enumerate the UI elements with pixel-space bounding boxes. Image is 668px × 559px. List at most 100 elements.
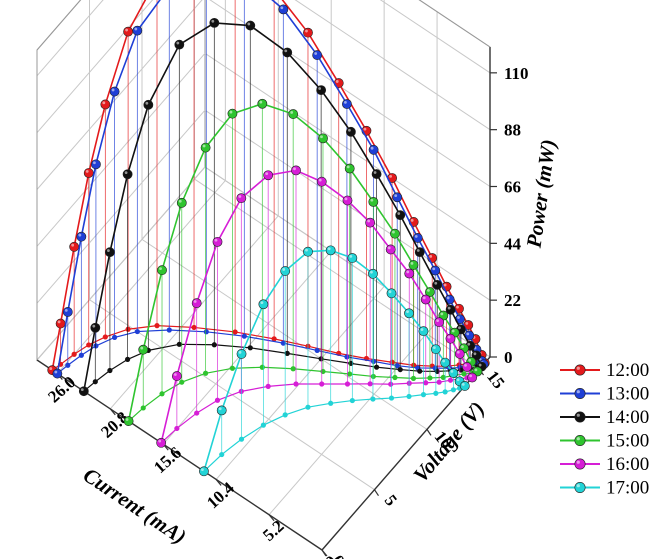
power-point-highlight	[387, 246, 391, 250]
power-point-highlight	[348, 128, 351, 132]
power-point-highlight	[434, 281, 438, 285]
power-point-highlight	[85, 169, 89, 173]
power-point-highlight	[320, 135, 323, 139]
power-point-highlight	[456, 378, 460, 382]
power-point	[282, 47, 293, 58]
power-point-highlight	[370, 146, 374, 150]
power-point	[448, 368, 459, 378]
power-point-highlight	[458, 326, 461, 330]
legend-label: 12:00	[606, 360, 649, 381]
power-point	[91, 159, 101, 170]
power-point-highlight	[456, 305, 459, 309]
power-point	[344, 163, 355, 174]
x-tick-label: 5.2	[259, 516, 288, 544]
power-point-highlight	[373, 171, 377, 174]
power-point	[245, 20, 256, 31]
power-point-highlight	[465, 321, 469, 325]
power-point-highlight	[442, 359, 446, 363]
power-point	[156, 437, 167, 448]
power-point-highlight	[259, 100, 263, 104]
top-edge	[418, 0, 491, 48]
grid-line	[379, 0, 491, 74]
power-point-highlight	[461, 345, 464, 349]
power-point	[368, 196, 379, 207]
y-tick-label: 0	[328, 551, 348, 559]
z-tick-label: 44	[504, 234, 522, 253]
grid-line	[141, 238, 428, 430]
power-point-highlight	[427, 288, 430, 292]
y-tick-mark	[426, 429, 432, 436]
power-point-highlight	[474, 368, 478, 372]
power-point-highlight	[265, 172, 269, 176]
power-point-highlight	[54, 370, 58, 374]
power-point-highlight	[284, 49, 288, 53]
power-point-highlight	[247, 22, 251, 26]
power-point-highlight	[314, 52, 318, 55]
power-point-highlight	[111, 88, 115, 92]
power-point	[257, 98, 268, 109]
power-point-highlight	[410, 218, 414, 222]
power-point-highlight	[420, 328, 424, 331]
power-point-highlight	[469, 374, 473, 378]
legend-item: 14:00	[560, 407, 649, 428]
power-point-highlight	[416, 249, 420, 252]
legend-label: 17:00	[606, 478, 649, 499]
power-point	[420, 294, 431, 305]
z-tick-label: 22	[504, 291, 521, 310]
power-point	[418, 326, 429, 337]
legend-marker	[574, 481, 586, 493]
power-point	[342, 195, 353, 206]
y-tick-label: 15	[483, 367, 508, 392]
power-point	[454, 348, 465, 359]
legend-marker	[574, 434, 586, 446]
power-point	[236, 349, 247, 359]
y-tick-label: 5	[381, 491, 401, 509]
power-point-highlight	[140, 346, 144, 350]
power-point-highlight	[422, 296, 426, 300]
power-point-highlight	[71, 243, 75, 247]
power-point	[55, 318, 66, 329]
power-point-highlight	[451, 329, 455, 333]
power-point	[346, 126, 356, 137]
power-curve-1600	[156, 165, 478, 448]
power-point-highlight	[64, 308, 68, 312]
y-tick-mark	[374, 489, 379, 497]
power-point-highlight	[201, 468, 204, 472]
power-point	[312, 50, 323, 60]
power-point	[288, 109, 299, 119]
power-point-highlight	[282, 268, 286, 271]
power-point-highlight	[432, 267, 436, 271]
z-tick-label: 110	[504, 64, 529, 83]
power-point-highlight	[432, 346, 436, 350]
power-point-highlight	[305, 29, 308, 33]
grid-line	[36, 0, 104, 77]
power-point-highlight	[158, 439, 162, 443]
z-tick-label: 88	[504, 121, 521, 140]
power-point-highlight	[318, 178, 322, 182]
legend-marker-highlight	[576, 484, 580, 488]
power-point	[280, 266, 291, 276]
x-tick-mark	[268, 514, 275, 522]
power-point-highlight	[389, 174, 393, 178]
power-point-highlight	[363, 127, 367, 131]
power-point	[386, 288, 397, 299]
power-point	[209, 17, 220, 28]
power-point-highlight	[78, 233, 82, 237]
power-point-highlight	[478, 363, 482, 367]
top-edge	[36, 0, 82, 51]
power-point	[171, 371, 182, 381]
power-point-highlight	[176, 41, 180, 45]
power-curve-1400	[78, 17, 487, 397]
power-point	[385, 244, 396, 255]
legend-marker	[574, 387, 586, 399]
power-point-highlight	[49, 367, 53, 370]
power-point	[390, 228, 400, 239]
power-point-highlight	[406, 310, 409, 314]
power-point-highlight	[397, 212, 401, 215]
power-point-highlight	[327, 247, 331, 251]
series-layer	[47, 0, 490, 477]
power-point-highlight	[145, 101, 149, 105]
power-point-highlight	[344, 101, 347, 104]
